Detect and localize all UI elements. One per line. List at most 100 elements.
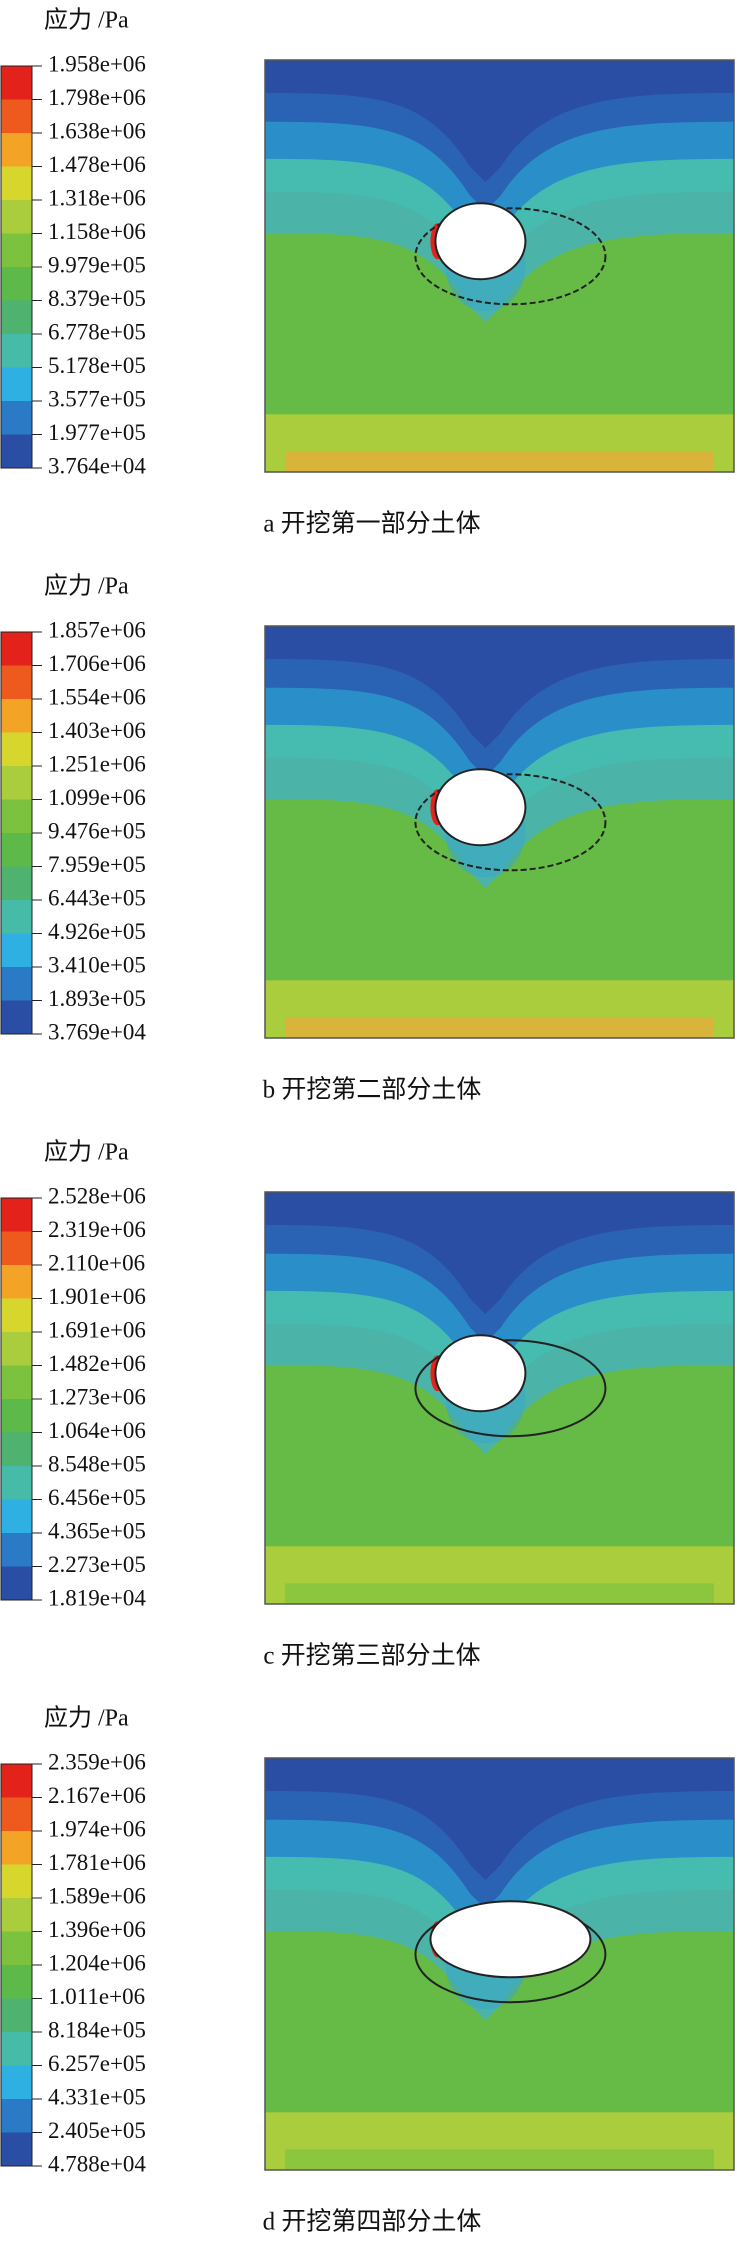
legend-swatch: [1, 233, 32, 267]
legend-label: 2.528e+06: [48, 1183, 146, 1208]
legend-label: 9.476e+05: [48, 818, 146, 843]
excavation: [429, 1900, 592, 1979]
caption: d 开挖第四部分土体: [263, 2208, 482, 2236]
legend-swatch: [1, 334, 32, 368]
legend-swatch: [1, 732, 32, 766]
excavation: [434, 768, 527, 847]
legend-swatch: [1, 1797, 32, 1831]
legend-label: 2.167e+06: [48, 1783, 146, 1808]
panel: 应力 /Pa 1.857e+06 1.706e+06 1.554e+06 1.403e+…: [0, 573, 735, 1104]
legend-swatch: [1, 632, 32, 666]
legend-swatch: [1, 401, 32, 435]
caption: b 开挖第二部分土体: [263, 1076, 482, 1104]
contour-band: [265, 626, 734, 748]
caption: c 开挖第三部分土体: [263, 1642, 480, 1670]
legend-label: 1.478e+06: [48, 152, 146, 177]
legend-label: 4.331e+05: [48, 2084, 146, 2109]
legend-swatch: [1, 1898, 32, 1932]
legend-swatch: [1, 367, 32, 401]
legend-swatch: [1, 1764, 32, 1798]
legend-swatch: [1, 1566, 32, 1600]
contour-frame: [264, 1191, 735, 1605]
legend-swatch: [1, 1332, 32, 1366]
legend-swatch: [1, 900, 32, 934]
legend-label: 1.482e+06: [48, 1351, 146, 1376]
legend-swatch: [1, 967, 32, 1001]
caption: a 开挖第一部分土体: [263, 510, 480, 538]
legend-label: 8.184e+05: [48, 2017, 146, 2042]
legend-swatch: [1, 1533, 32, 1567]
legend-swatch: [1, 665, 32, 699]
legend-label: 1.974e+06: [48, 1816, 146, 1841]
contour-frame: [264, 1757, 735, 2171]
legend-label: 9.979e+05: [48, 252, 146, 277]
legend-label: 2.273e+05: [48, 1552, 146, 1577]
legend-swatch: [1, 99, 32, 133]
legend-label: 1.396e+06: [48, 1917, 146, 1942]
legend-swatch: [1, 2032, 32, 2066]
panel: 应力 /Pa 2.528e+06 2.319e+06 2.110e+06 1.901e+…: [0, 1139, 735, 1670]
legend-label: 1.638e+06: [48, 118, 146, 143]
legend-swatch: [1, 267, 32, 301]
legend-label: 7.959e+05: [48, 852, 146, 877]
legend-swatch: [1, 699, 32, 733]
legend-swatch: [1, 1198, 32, 1232]
legend-label: 1.819e+04: [48, 1585, 146, 1610]
legend-label: 1.011e+06: [48, 1984, 145, 2009]
panel: 应力 /Pa 2.359e+06 2.167e+06 1.974e+06 1.781e+…: [0, 1705, 735, 2236]
excavation: [434, 202, 527, 281]
legend-swatch: [1, 1831, 32, 1865]
legend-label: 3.769e+04: [48, 1019, 146, 1044]
legend-title: 应力 /Pa: [44, 1705, 129, 1732]
legend-label: 1.158e+06: [48, 219, 146, 244]
legend-label: 1.273e+06: [48, 1384, 146, 1409]
legend-swatch: [1, 2132, 32, 2166]
legend-swatch: [1, 1432, 32, 1466]
legend-swatch: [1, 766, 32, 800]
legend-swatch: [1, 133, 32, 167]
legend-label: 4.788e+04: [48, 2151, 146, 2176]
contour-bottom-strip: [285, 2149, 714, 2170]
legend-label: 1.893e+05: [48, 986, 146, 1011]
legend-title: 应力 /Pa: [44, 7, 129, 34]
legend-label: 1.781e+06: [48, 1850, 146, 1875]
panel: 应力 /Pa 1.958e+06 1.798e+06 1.638e+06 1.478e+…: [0, 7, 735, 538]
legend-label: 5.178e+05: [48, 353, 146, 378]
legend-label: 1.691e+06: [48, 1317, 146, 1342]
legend-swatch: [1, 933, 32, 967]
legend-label: 1.204e+06: [48, 1950, 146, 1975]
legend-swatch: [1, 1298, 32, 1332]
legend-swatch: [1, 1000, 32, 1034]
legend-title: 应力 /Pa: [44, 1139, 129, 1166]
tunnel-outline: [414, 207, 607, 306]
legend-label: 1.589e+06: [48, 1883, 146, 1908]
contour-band: [265, 1758, 734, 1880]
legend-label: 6.456e+05: [48, 1485, 146, 1510]
legend-swatch: [1, 1931, 32, 1965]
legend-label: 1.706e+06: [48, 651, 146, 676]
legend-swatch: [1, 1864, 32, 1898]
legend-label: 1.318e+06: [48, 185, 146, 210]
legend-label: 4.365e+05: [48, 1518, 146, 1543]
legend-swatch: [1, 300, 32, 334]
legend-label: 1.064e+06: [48, 1418, 146, 1443]
legend-swatch: [1, 1231, 32, 1265]
legend-label: 3.410e+05: [48, 952, 146, 977]
contour-frame: [264, 625, 735, 1039]
legend-label: 1.251e+06: [48, 751, 146, 776]
legend-label: 8.379e+05: [48, 286, 146, 311]
legend-label: 3.577e+05: [48, 386, 146, 411]
tunnel-outline: [414, 1339, 607, 1438]
legend-swatch: [1, 1265, 32, 1299]
legend-label: 2.359e+06: [48, 1749, 146, 1774]
legend-label: 2.405e+05: [48, 2118, 146, 2143]
legend-swatch: [1, 2065, 32, 2099]
legend-label: 2.319e+06: [48, 1217, 146, 1242]
legend-label: 1.958e+06: [48, 51, 146, 76]
legend-swatch: [1, 1365, 32, 1399]
contour-bottom-strip: [285, 1017, 714, 1038]
contour-bottom-strip: [285, 451, 714, 472]
legend-swatch: [1, 166, 32, 200]
legend-label: 1.403e+06: [48, 718, 146, 743]
